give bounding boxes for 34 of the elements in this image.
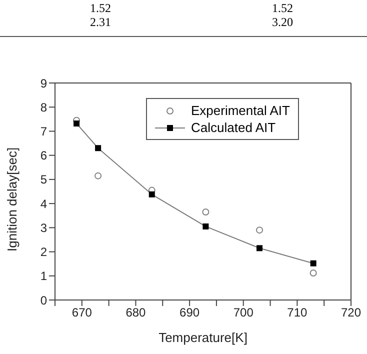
point bbox=[148, 191, 155, 198]
point bbox=[310, 260, 316, 266]
y-axis-title: Ignition delay[sec] bbox=[4, 147, 20, 252]
point bbox=[256, 245, 263, 252]
text: 2.31 bbox=[90, 15, 111, 30]
text: 1.52 bbox=[90, 1, 111, 16]
y-tick-label: 7 bbox=[40, 124, 48, 138]
y-tick-label: 9 bbox=[40, 76, 48, 90]
point bbox=[94, 172, 102, 180]
x-axis-title: Temperature[K] bbox=[158, 330, 248, 345]
y-tick-label: 0 bbox=[40, 293, 48, 308]
x-tick-label: 690 bbox=[180, 306, 200, 320]
text: 1.52 bbox=[272, 1, 293, 16]
point bbox=[95, 145, 102, 152]
y-tick-label: 5 bbox=[40, 172, 48, 187]
y-tick-label: 1 bbox=[40, 269, 48, 284]
y-tick-label: 8 bbox=[40, 100, 48, 114]
y-tick-label: 6 bbox=[40, 148, 48, 163]
point bbox=[256, 226, 264, 234]
point bbox=[202, 208, 210, 216]
x-tick-label: 710 bbox=[287, 306, 308, 320]
point bbox=[202, 223, 209, 230]
point bbox=[310, 269, 317, 276]
y-tick-label: 3 bbox=[40, 220, 48, 235]
x-tick-label: 670 bbox=[72, 306, 92, 320]
x-tick-label: 720 bbox=[340, 306, 362, 320]
point bbox=[74, 120, 80, 127]
text: 3.20 bbox=[272, 15, 293, 30]
y-tick-label: 4 bbox=[40, 196, 48, 211]
legend-label: Calculated AIT bbox=[191, 120, 276, 135]
legend-label: Experimental AIT bbox=[191, 103, 290, 118]
y-tick-label: 2 bbox=[40, 245, 48, 260]
x-tick-label: 700 bbox=[233, 306, 254, 320]
x-tick-label: 680 bbox=[126, 306, 146, 320]
